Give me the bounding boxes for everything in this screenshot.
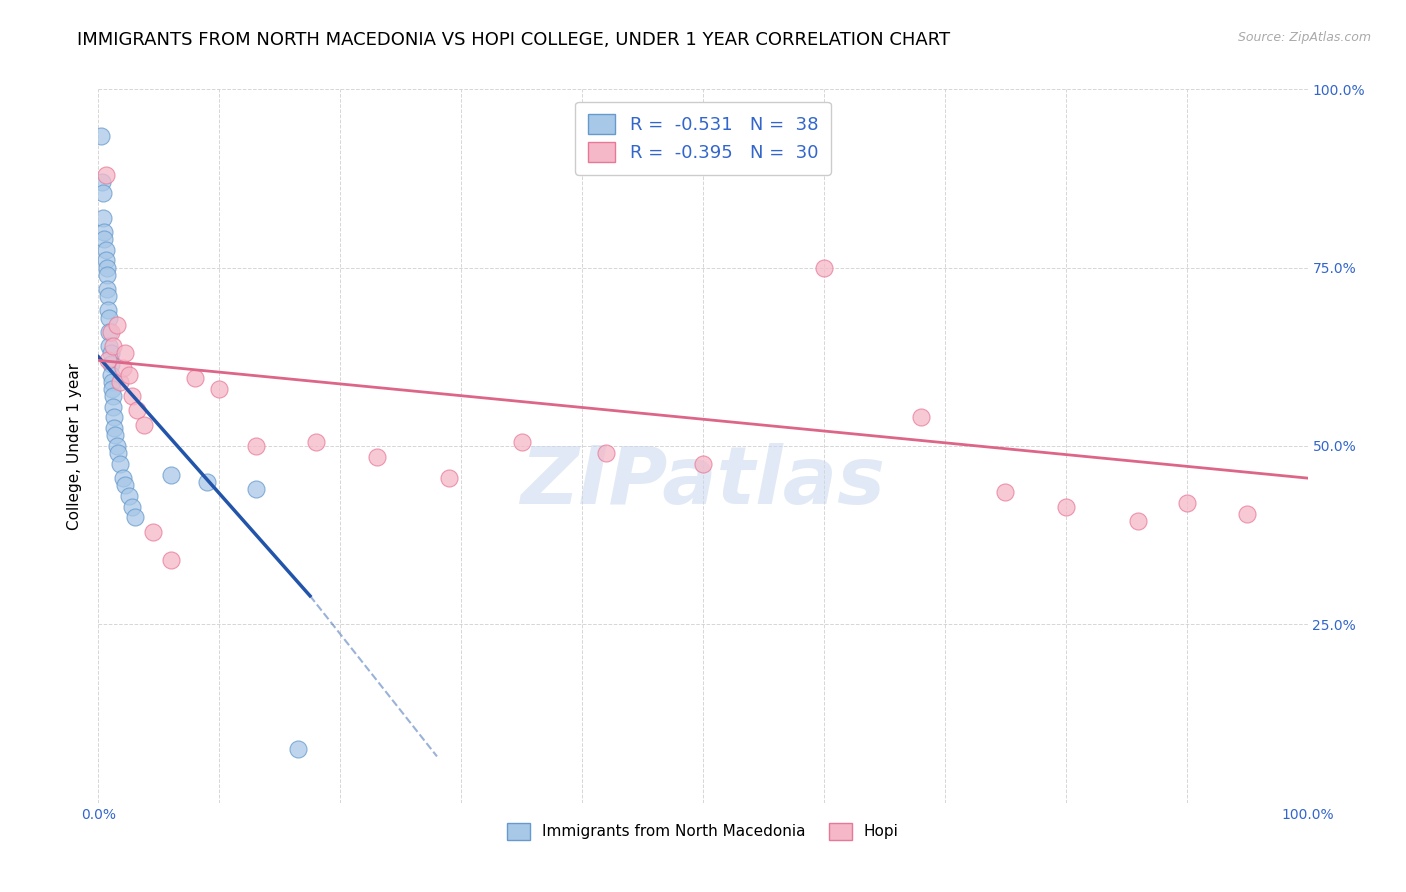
Point [94,243,117,257]
Legend: Immigrants from North Macedonia, Hopi: Immigrants from North Macedonia, Hopi [498,814,908,848]
Point [100,368,122,382]
Point [208,382,231,396]
Point [994,485,1017,500]
Point [1054,500,1077,514]
Point [97,353,120,368]
Point [111,471,134,485]
Point [90,128,112,143]
Point [91,175,114,189]
Point [107,446,129,460]
Point [100,346,122,360]
Point [108,457,131,471]
Point [98,310,121,325]
Point [195,475,218,489]
Point [100,357,122,371]
Point [100,375,122,389]
Point [114,346,136,360]
Point [103,421,125,435]
Point [127,403,149,417]
Point [245,482,267,496]
Text: ZIPatlas: ZIPatlas [520,442,886,521]
Point [813,260,835,275]
Point [98,325,121,339]
Point [1236,507,1258,521]
Point [121,500,143,514]
Point [366,450,388,464]
Point [305,435,328,450]
Point [94,253,117,268]
Point [100,382,122,396]
Point [93,232,115,246]
Point [160,467,183,482]
Point [94,168,117,182]
Point [160,553,183,567]
Text: Source: ZipAtlas.com: Source: ZipAtlas.com [1237,31,1371,45]
Point [184,371,207,385]
Point [101,339,124,353]
Point [1128,514,1150,528]
Y-axis label: College, Under 1 year: College, Under 1 year [67,362,83,530]
Point [108,375,131,389]
Point [510,435,533,450]
Point [101,400,124,414]
Point [121,389,143,403]
Point [93,225,115,239]
Point [692,457,714,471]
Point [118,368,141,382]
Point [103,410,125,425]
Point [910,410,932,425]
Point [101,389,124,403]
Point [105,439,128,453]
Point [100,325,122,339]
Point [142,524,165,539]
Point [595,446,617,460]
Point [114,478,136,492]
Point [1175,496,1198,510]
Point [98,339,121,353]
Text: IMMIGRANTS FROM NORTH MACEDONIA VS HOPI COLLEGE, UNDER 1 YEAR CORRELATION CHART: IMMIGRANTS FROM NORTH MACEDONIA VS HOPI … [77,31,950,49]
Point [118,489,141,503]
Point [97,289,120,303]
Point [124,510,146,524]
Point [111,360,134,375]
Point [245,439,267,453]
Point [96,268,118,282]
Point [97,303,120,318]
Point [104,428,127,442]
Point [105,318,128,332]
Point [287,742,309,756]
Point [91,211,114,225]
Point [91,186,114,200]
Point [96,260,118,275]
Point [134,417,156,432]
Point [96,282,118,296]
Point [437,471,460,485]
